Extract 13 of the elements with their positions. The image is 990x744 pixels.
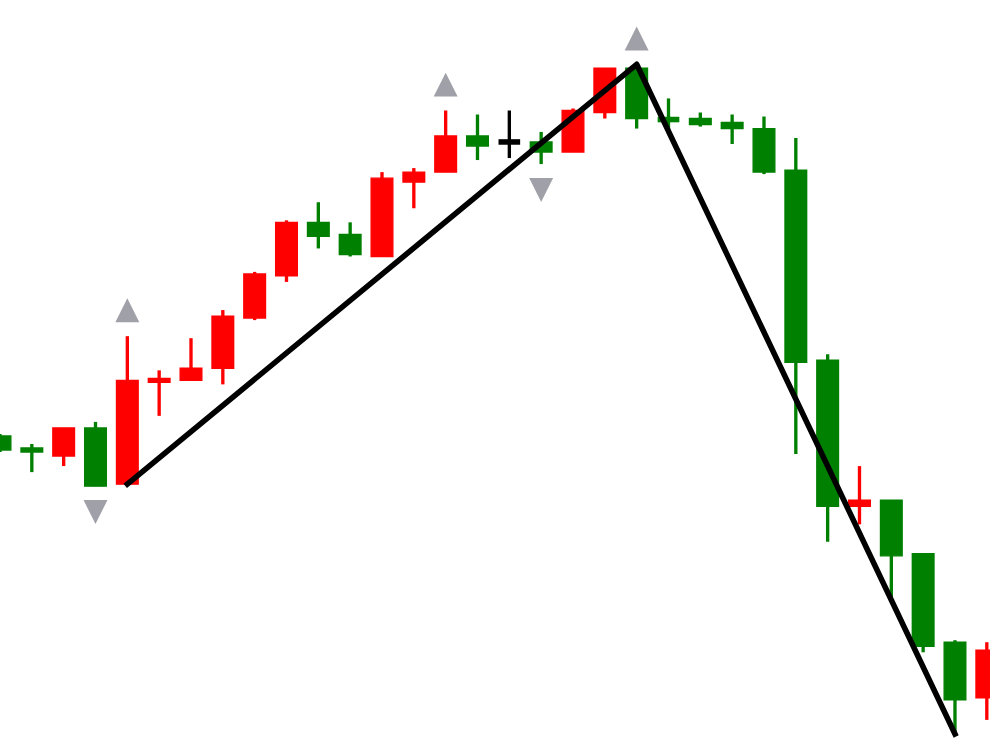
candlestick (338, 220, 362, 259)
candlestick (720, 112, 744, 146)
candlestick (847, 464, 872, 527)
candlestick (306, 200, 330, 251)
candlestick (147, 368, 171, 418)
candlestick (20, 442, 44, 474)
candlestick (752, 114, 776, 176)
candlestick (434, 108, 458, 174)
candlestick (402, 166, 426, 210)
candlestick (465, 112, 490, 162)
candlestick (179, 336, 203, 383)
candlestick (52, 426, 76, 468)
candlestick (243, 270, 267, 322)
